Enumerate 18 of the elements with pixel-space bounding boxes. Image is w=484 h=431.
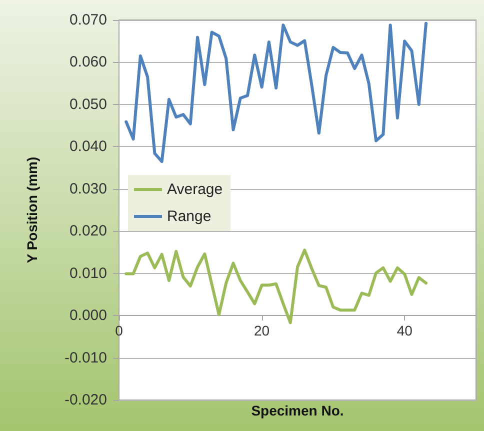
y-axis-title: Y Position (mm) — [24, 156, 40, 264]
y-tick-label: 0.010 — [69, 264, 107, 282]
y-tick-label: 0.030 — [69, 180, 107, 198]
legend-label: Average — [167, 181, 223, 198]
y-tick-label: -0.020 — [64, 392, 107, 408]
legend-label: Range — [167, 208, 212, 225]
y-tick-label: -0.010 — [64, 349, 107, 366]
y-tick-label: 0.070 — [69, 12, 107, 28]
line-series — [124, 248, 428, 324]
y-tick-label: 0.060 — [69, 54, 107, 71]
y-tick-label: 0.000 — [69, 307, 107, 324]
y-tick-label: 0.050 — [69, 96, 107, 113]
y-tick-label: 0.040 — [69, 138, 107, 156]
x-tick-label: 40 — [396, 322, 413, 339]
y-tick-label: 0.020 — [69, 222, 107, 240]
line-series — [124, 22, 428, 163]
x-tick-label: 20 — [254, 322, 270, 339]
x-axis-title: Specimen No. — [251, 402, 344, 419]
